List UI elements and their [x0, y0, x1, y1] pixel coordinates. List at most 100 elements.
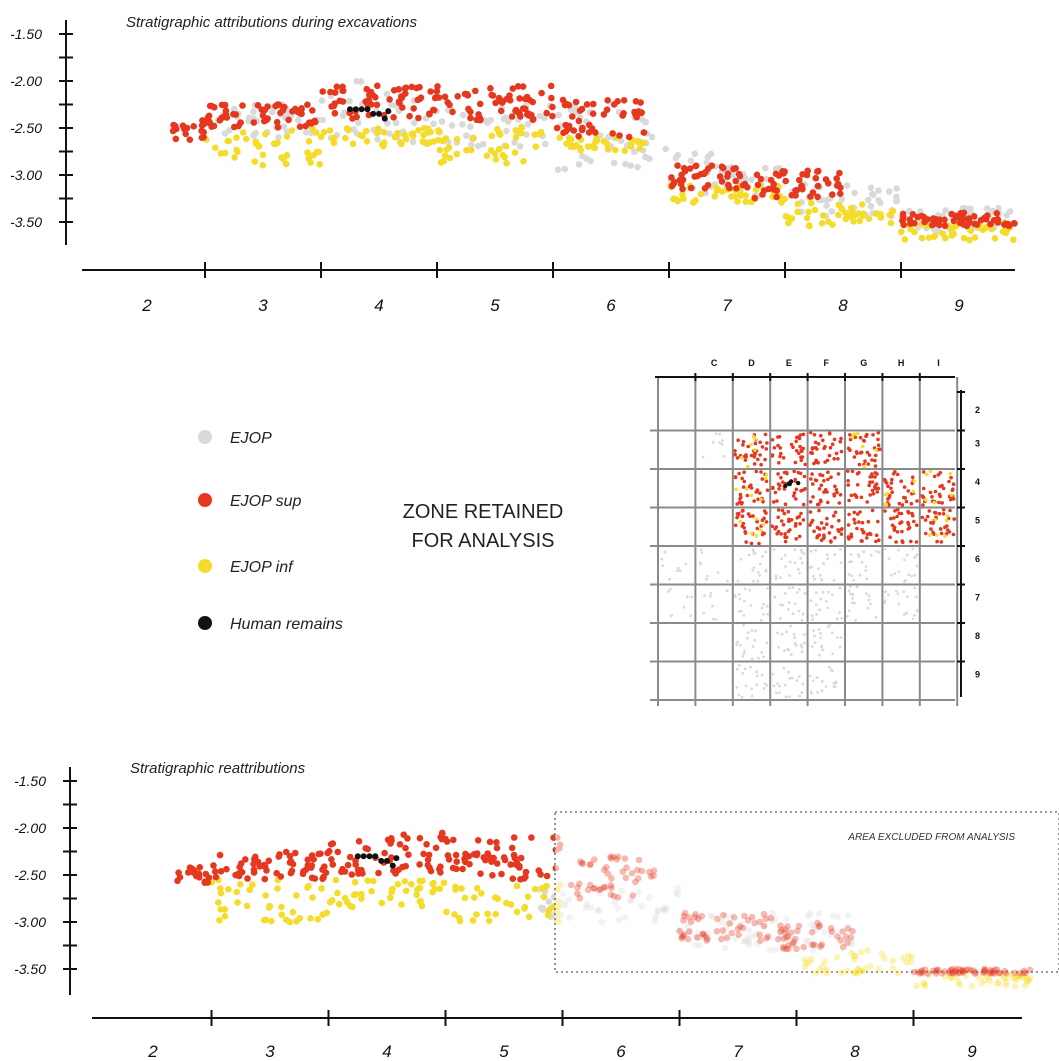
top-point-ejop-inf [925, 234, 933, 241]
plan-point-ejop [839, 547, 842, 551]
top-point-ejop-sup [296, 123, 304, 130]
top-point-ejop-inf [898, 228, 905, 236]
bottom-point-ejop-sup [678, 933, 686, 940]
top-point-ejop [250, 108, 257, 115]
plan-point-ejop [738, 644, 742, 647]
plan-point-ejop [758, 562, 762, 566]
top-point-ejop-inf [363, 127, 370, 135]
plan-point-ejop [743, 587, 747, 591]
top-point-ejop-inf [532, 143, 540, 150]
top-point-ejop-sup [796, 176, 803, 184]
plan-point-ejop-inf [746, 464, 750, 469]
top-point-human-remains [385, 108, 392, 115]
top-point-ejop-inf [330, 134, 338, 142]
legend-label-ejop: EJOP [230, 430, 272, 447]
bottom-point-ejop-sup [971, 970, 979, 977]
bottom-point-ejop [559, 891, 567, 898]
bottom-point-ejop-sup [348, 871, 356, 878]
bottom-point-ejop-sup [334, 848, 342, 856]
top-y-tick-label: -2.50 [10, 120, 42, 136]
top-point-ejop-sup [616, 132, 623, 139]
plan-point-ejop-sup [854, 495, 859, 500]
plan-point-ejop-sup [778, 454, 782, 459]
plan-point-ejop-inf [885, 491, 890, 496]
plan-point-ejop-sup [794, 487, 799, 492]
top-point-ejop [475, 142, 482, 150]
bottom-point-ejop [766, 946, 774, 954]
top-point-ejop-inf [567, 136, 575, 143]
plan-point-ejop-sup [816, 442, 821, 446]
top-point-ejop [346, 97, 353, 105]
top-point-ejop-inf [326, 127, 334, 134]
top-point-ejop-sup [219, 114, 227, 121]
bottom-point-ejop-sup [817, 943, 824, 950]
plan-point-ejop-sup [937, 500, 941, 505]
top-point-ejop-sup [250, 119, 258, 126]
plan-point-ejop-sup [899, 479, 903, 484]
bottom-point-ejop-sup [781, 926, 789, 933]
plan-point-ejop-sup [870, 472, 874, 476]
plan-point-ejop-sup [943, 525, 947, 529]
top-point-ejop-sup [732, 177, 739, 185]
bottom-point-ejop-sup [537, 871, 544, 878]
plan-point-ejop-sup [822, 533, 826, 537]
plan-point-ejop [803, 633, 806, 636]
top-point-ejop-sup [441, 93, 449, 101]
plan-point-ejop-sup [894, 540, 898, 544]
top-point-ejop-sup [570, 127, 578, 134]
bottom-point-ejop-sup [792, 935, 799, 943]
plan-point-ejop [828, 623, 832, 627]
plan-point-ejop [827, 665, 831, 669]
bottom-point-ejop-sup [993, 966, 1001, 973]
top-point-ejop-inf [282, 160, 290, 168]
plan-point-ejop-sup [906, 489, 911, 493]
bottom-point-ejop-sup [764, 933, 772, 940]
plan-point-ejop-inf [874, 448, 878, 452]
plan-point-ejop-sup [815, 534, 820, 538]
bottom-point-ejop-sup [607, 891, 615, 898]
plan-point-ejop [810, 614, 814, 617]
top-point-ejop-inf [991, 235, 999, 242]
top-point-ejop [875, 187, 882, 194]
plan-point-ejop-inf [759, 528, 763, 532]
bottom-point-ejop-inf [823, 969, 830, 977]
plan-point-ejop-inf [734, 487, 738, 492]
top-point-ejop-inf [225, 137, 232, 145]
plan-point-ejop [737, 663, 741, 667]
plan-point-ejop-sup [821, 438, 825, 443]
bottom-point-ejop [566, 914, 573, 922]
plan-point-ejop-sup [852, 517, 856, 522]
bottom-x-tick-label: 4 [382, 1042, 391, 1061]
bottom-point-ejop [685, 928, 693, 935]
bottom-point-ejop-sup [954, 969, 962, 977]
bottom-point-ejop [771, 916, 779, 923]
top-point-ejop-sup [198, 127, 205, 135]
plan-point-ejop-inf [750, 531, 754, 536]
plan-point-ejop [915, 595, 918, 599]
bottom-point-ejop [652, 917, 659, 924]
legend-label-ejop-inf: EJOP inf [230, 559, 294, 576]
top-point-ejop [250, 132, 257, 139]
bottom-point-ejop-sup [946, 969, 954, 977]
plan-point-ejop-sup [813, 478, 818, 482]
plan-point-ejop-sup [808, 523, 812, 527]
plan-point-ejop-sup [873, 485, 877, 489]
top-point-ejop-sup [495, 94, 503, 102]
bottom-point-ejop-sup [995, 969, 1002, 977]
top-point-ejop-inf [363, 138, 371, 145]
plan-point-ejop-sup [756, 457, 760, 462]
bottom-point-ejop-sup [756, 931, 763, 939]
plan-row-label: 2 [975, 405, 980, 415]
bottom-point-ejop-inf [823, 966, 830, 973]
plan-point-ejop-sup [906, 522, 911, 527]
top-point-ejop [383, 90, 391, 98]
top-point-ejop-sup [172, 135, 180, 143]
plan-point-ejop [755, 674, 759, 678]
plan-point-ejop [774, 574, 778, 578]
top-point-ejop [536, 112, 543, 120]
plan-point-ejop-sup [860, 520, 865, 525]
plan-point-ejop-sup [891, 472, 896, 476]
top-point-ejop-sup [692, 162, 700, 170]
plan-point-ejop-sup [826, 470, 830, 475]
